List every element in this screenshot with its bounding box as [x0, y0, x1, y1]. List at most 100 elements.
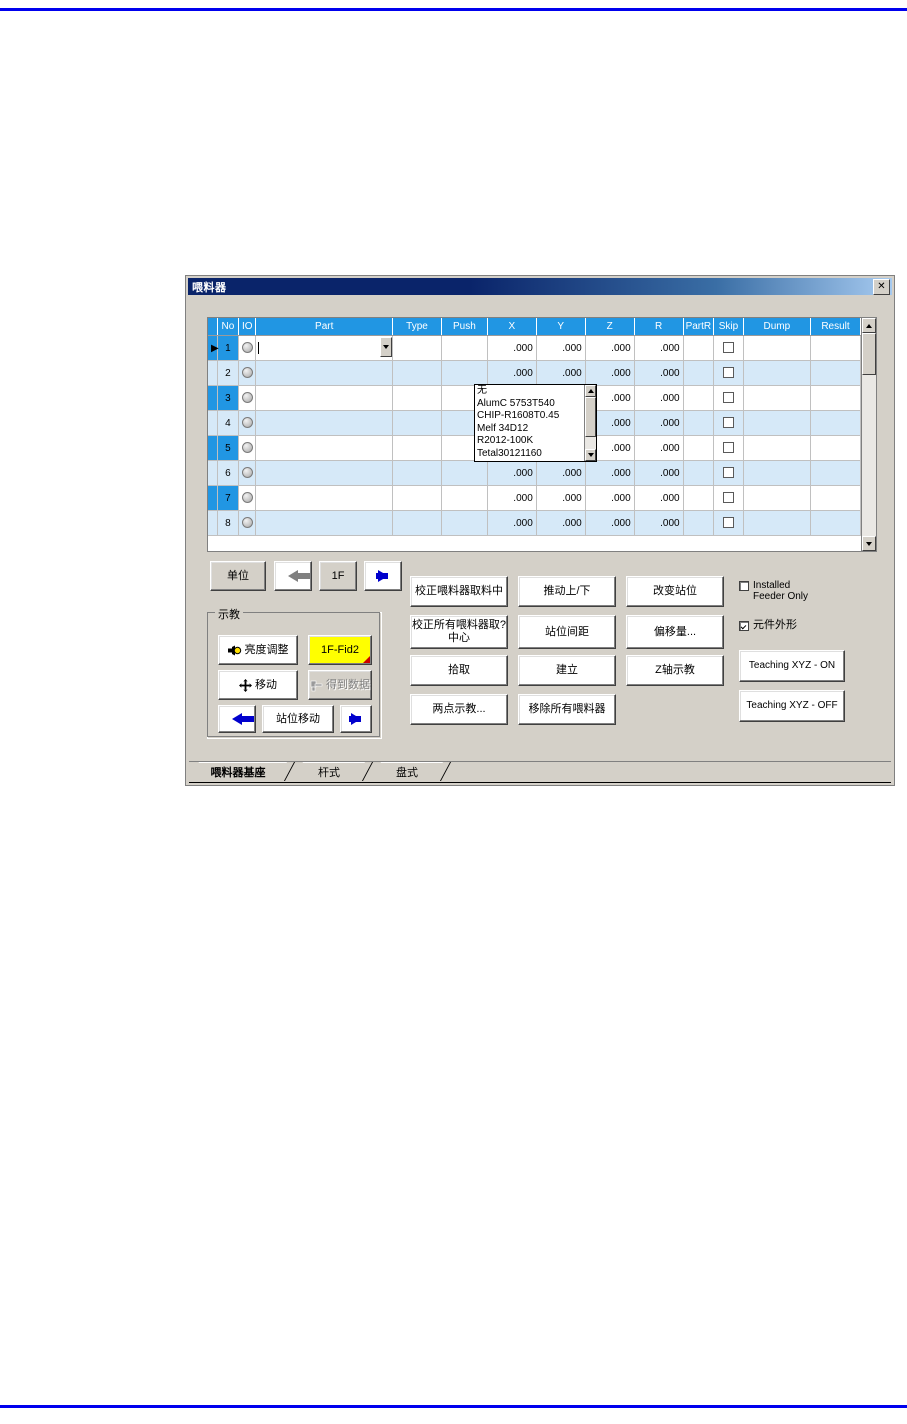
row-x[interactable]: .000 [487, 335, 537, 361]
col-no[interactable]: No [217, 318, 240, 336]
row-io[interactable] [238, 335, 257, 361]
row-dump[interactable] [743, 460, 812, 486]
col-io[interactable]: IO [238, 318, 257, 336]
row-result[interactable] [810, 510, 861, 536]
scrollbar-thumb[interactable] [862, 333, 876, 375]
row-partr[interactable] [683, 460, 715, 486]
table-row[interactable]: 6 .000 .000 .000 .000 [208, 460, 861, 486]
skip-checkbox[interactable] [722, 492, 734, 504]
tab-stick-type[interactable]: 杆式 [293, 762, 365, 781]
unit-button[interactable]: 单位 [210, 561, 266, 591]
row-partr[interactable] [683, 510, 715, 536]
row-z[interactable]: .000 [585, 510, 635, 536]
row-type[interactable] [392, 460, 442, 486]
get-data-button[interactable]: 得到数据 [308, 670, 372, 700]
row-r[interactable]: .000 [634, 360, 684, 386]
row-result[interactable] [810, 410, 861, 436]
next-unit-button[interactable] [364, 561, 402, 591]
row-part[interactable] [255, 360, 394, 386]
col-dump[interactable]: Dump [743, 318, 812, 336]
close-icon[interactable]: ✕ [873, 278, 890, 295]
row-x[interactable]: .000 [487, 460, 537, 486]
row-io[interactable] [238, 510, 257, 536]
tab-tray-type[interactable]: 盘式 [371, 762, 443, 781]
table-row[interactable]: 2 .000 .000 .000 .000 [208, 360, 861, 386]
row-type[interactable] [392, 335, 442, 361]
col-x[interactable]: X [487, 318, 537, 336]
col-result[interactable]: Result [810, 318, 861, 336]
station-pitch-button[interactable]: 站位间距 [518, 615, 616, 649]
row-io[interactable] [238, 485, 257, 511]
row-dump[interactable] [743, 435, 812, 461]
row-result[interactable] [810, 335, 861, 361]
row-y[interactable]: .000 [536, 360, 586, 386]
table-row[interactable]: 8 .000 .000 .000 .000 [208, 510, 861, 536]
grid-vertical-scrollbar[interactable] [861, 318, 876, 551]
push-up-down-button[interactable]: 推动上/下 [518, 576, 616, 607]
col-part[interactable]: Part [255, 318, 394, 336]
row-type[interactable] [392, 485, 442, 511]
table-row[interactable]: 7 .000 .000 .000 .000 [208, 485, 861, 511]
row-partr[interactable] [683, 335, 715, 361]
dropdown-option[interactable]: AlumC 5753T540 [477, 397, 555, 409]
brightness-button[interactable]: 亮度调整 [218, 635, 298, 665]
offset-button[interactable]: 偏移量... [626, 615, 724, 649]
row-skip[interactable] [713, 410, 744, 436]
station-move-button[interactable]: 站位移动 [262, 705, 334, 733]
row-io[interactable] [238, 410, 257, 436]
skip-checkbox[interactable] [722, 517, 734, 529]
installed-feeder-only-option[interactable]: Installed Feeder Only [739, 580, 859, 602]
row-r[interactable]: .000 [634, 385, 684, 411]
row-z[interactable]: .000 [585, 335, 635, 361]
dropdown-option[interactable]: R2012-100K [477, 435, 534, 447]
col-z[interactable]: Z [585, 318, 635, 336]
calibrate-all-feeders-center-button[interactable]: 校正所有喂料器取? 中心 [410, 615, 508, 649]
row-part[interactable] [255, 460, 394, 486]
row-type[interactable] [392, 410, 442, 436]
skip-checkbox[interactable] [722, 342, 734, 354]
col-push[interactable]: Push [441, 318, 488, 336]
row-r[interactable]: .000 [634, 435, 684, 461]
row-result[interactable] [810, 460, 861, 486]
part-combo[interactable] [256, 336, 393, 360]
table-row[interactable]: ▶ 1 .000 .0 [208, 335, 861, 361]
skip-checkbox[interactable] [722, 392, 734, 404]
row-dump[interactable] [743, 335, 812, 361]
row-result[interactable] [810, 485, 861, 511]
installed-feeder-only-checkbox[interactable] [739, 581, 749, 591]
row-push[interactable] [441, 360, 488, 386]
row-result[interactable] [810, 385, 861, 411]
row-x[interactable]: .000 [487, 510, 537, 536]
row-dump[interactable] [743, 485, 812, 511]
row-push[interactable] [441, 460, 488, 486]
part-dropdown-list[interactable]: 无 AlumC 5753T540 CHIP-R1608T0.45 Melf 34… [474, 384, 597, 462]
row-push[interactable] [441, 485, 488, 511]
row-result[interactable] [810, 435, 861, 461]
table-row[interactable]: 3 .000 .000 .000 .000 [208, 385, 861, 411]
dropdown-scrollbar[interactable] [584, 385, 596, 461]
row-part[interactable] [255, 385, 394, 411]
row-part[interactable] [255, 485, 394, 511]
row-partr[interactable] [683, 360, 715, 386]
row-z[interactable]: .000 [585, 360, 635, 386]
row-r[interactable]: .000 [634, 510, 684, 536]
row-part[interactable] [255, 410, 394, 436]
row-part[interactable] [255, 510, 394, 536]
scroll-up-icon[interactable] [862, 318, 876, 333]
row-push[interactable] [441, 335, 488, 361]
row-type[interactable] [392, 385, 442, 411]
col-partr[interactable]: PartR [683, 318, 715, 336]
row-part[interactable] [255, 435, 394, 461]
row-dump[interactable] [743, 385, 812, 411]
row-r[interactable]: .000 [634, 485, 684, 511]
row-dump[interactable] [743, 360, 812, 386]
scrollbar-track[interactable] [585, 437, 596, 449]
col-type[interactable]: Type [392, 318, 442, 336]
col-y[interactable]: Y [536, 318, 586, 336]
row-y[interactable]: .000 [536, 485, 586, 511]
scroll-down-icon[interactable] [585, 449, 596, 461]
teaching-xyz-on-button[interactable]: Teaching XYZ - ON [739, 650, 845, 682]
row-skip[interactable] [713, 335, 744, 361]
row-type[interactable] [392, 435, 442, 461]
row-y[interactable]: .000 [536, 335, 586, 361]
